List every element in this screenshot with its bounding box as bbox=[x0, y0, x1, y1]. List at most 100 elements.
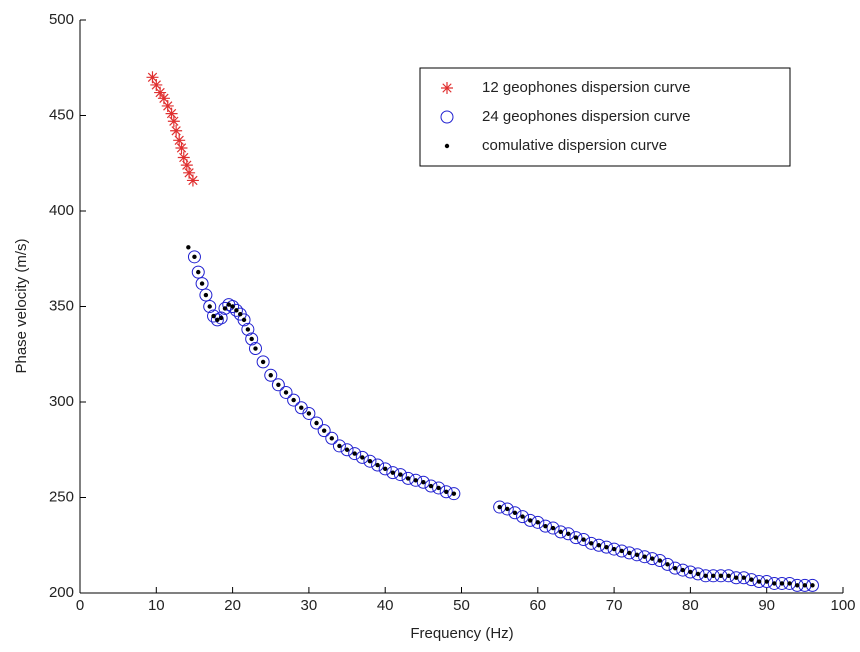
dot-marker bbox=[413, 478, 418, 483]
circle-marker bbox=[622, 546, 636, 560]
circle-marker bbox=[508, 506, 522, 520]
circle-marker bbox=[546, 521, 560, 535]
dot-marker bbox=[497, 504, 502, 510]
circle-marker bbox=[325, 431, 339, 445]
x-tick-label: 0 bbox=[76, 597, 84, 614]
circle-marker bbox=[424, 479, 438, 493]
circle-marker bbox=[447, 487, 461, 501]
circle-marker bbox=[668, 561, 682, 575]
circle-marker bbox=[592, 538, 606, 552]
circle-marker bbox=[207, 309, 221, 323]
circle-marker bbox=[584, 536, 598, 550]
dot-marker bbox=[360, 455, 365, 460]
dot-marker bbox=[398, 472, 403, 477]
circle-marker bbox=[599, 540, 613, 554]
dot-marker bbox=[329, 436, 334, 441]
dot-marker bbox=[688, 569, 693, 575]
dot-marker bbox=[186, 245, 191, 250]
dot-marker bbox=[299, 405, 304, 410]
asterisk-marker bbox=[146, 71, 159, 84]
dot-marker bbox=[428, 483, 434, 489]
circle-marker bbox=[638, 550, 652, 564]
dot-marker bbox=[207, 304, 212, 309]
dot-marker bbox=[241, 317, 247, 323]
y-tick-label: 200 bbox=[49, 584, 74, 601]
dot-marker bbox=[589, 541, 594, 546]
circle-marker bbox=[569, 531, 583, 545]
circle-marker bbox=[226, 300, 240, 313]
dot-marker bbox=[703, 573, 708, 579]
circle-marker bbox=[554, 525, 568, 539]
circle-marker bbox=[615, 544, 629, 558]
x-tick-label: 90 bbox=[758, 597, 775, 614]
y-tick-label: 500 bbox=[49, 11, 74, 28]
dot-marker bbox=[421, 480, 426, 485]
circle-marker bbox=[332, 439, 346, 453]
circle-marker bbox=[630, 548, 644, 562]
dot-marker bbox=[581, 537, 586, 542]
x-tick-label: 10 bbox=[148, 597, 165, 614]
circle-marker bbox=[195, 277, 209, 291]
x-axis-label: Frequency (Hz) bbox=[410, 625, 513, 642]
circle-marker bbox=[187, 250, 201, 264]
dot-marker bbox=[234, 308, 239, 313]
dot-marker bbox=[226, 302, 231, 307]
circle-marker bbox=[279, 385, 293, 399]
asterisk-marker bbox=[157, 92, 170, 105]
circle-marker bbox=[310, 416, 324, 430]
y-tick-label: 250 bbox=[49, 488, 74, 505]
dot-marker bbox=[253, 346, 258, 351]
dot-marker bbox=[535, 520, 540, 525]
dot-marker bbox=[726, 573, 731, 579]
dot-marker bbox=[543, 523, 548, 529]
dot-marker bbox=[505, 506, 510, 512]
dot-marker bbox=[756, 579, 762, 584]
dot-marker bbox=[245, 327, 251, 332]
asterisk-marker bbox=[183, 166, 196, 179]
dot-marker bbox=[733, 575, 739, 580]
dot-marker bbox=[619, 548, 624, 554]
circle-marker bbox=[516, 510, 530, 524]
legend-label: 12 geophones dispersion curve bbox=[482, 79, 690, 96]
legend-label: 24 geophones dispersion curve bbox=[482, 108, 690, 125]
asterisk-marker bbox=[150, 78, 163, 91]
dot-marker bbox=[367, 459, 373, 464]
dot-marker bbox=[695, 571, 701, 577]
asterisk-marker bbox=[177, 151, 190, 164]
x-tick-label: 40 bbox=[377, 597, 394, 614]
y-axis-label: Phase velocity (m/s) bbox=[13, 238, 30, 373]
circle-marker bbox=[401, 471, 415, 485]
dot-marker bbox=[238, 311, 243, 317]
circle-marker bbox=[386, 466, 400, 480]
circle-marker bbox=[340, 443, 354, 457]
circle-marker bbox=[409, 473, 423, 487]
circle-marker bbox=[653, 554, 667, 568]
circle-marker bbox=[363, 454, 377, 468]
circle-marker bbox=[214, 311, 228, 325]
dot-marker bbox=[196, 269, 201, 275]
dot-marker bbox=[558, 529, 563, 535]
circle-marker bbox=[355, 450, 369, 464]
circle-marker bbox=[645, 552, 659, 566]
dot-marker bbox=[665, 562, 670, 567]
dot-marker bbox=[627, 550, 632, 556]
dot-marker bbox=[520, 514, 525, 519]
circle-marker bbox=[500, 502, 514, 516]
circle-marker bbox=[302, 406, 316, 420]
circle-marker bbox=[691, 567, 705, 581]
dot-marker bbox=[390, 470, 396, 475]
dot-marker bbox=[383, 466, 388, 472]
y-tick-label: 450 bbox=[49, 106, 74, 123]
dot-marker bbox=[772, 581, 777, 586]
dot-marker bbox=[203, 292, 209, 298]
circle-marker bbox=[440, 110, 454, 124]
dot-marker bbox=[405, 476, 411, 481]
dot-marker bbox=[306, 411, 312, 416]
dot-marker bbox=[657, 558, 663, 563]
dot-marker bbox=[283, 390, 289, 395]
circle-marker bbox=[271, 378, 285, 392]
dot-marker bbox=[249, 336, 254, 342]
dot-marker bbox=[375, 462, 380, 468]
circle-marker bbox=[744, 573, 758, 587]
circle-marker bbox=[493, 500, 507, 514]
